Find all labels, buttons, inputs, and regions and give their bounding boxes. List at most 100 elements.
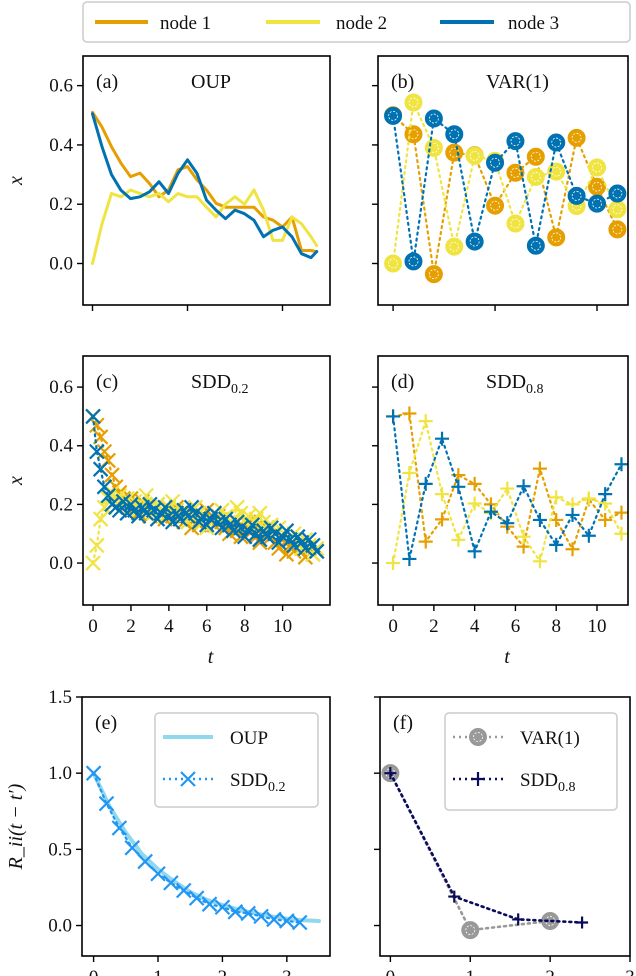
x-tick-label-e-0: 0 xyxy=(89,967,99,976)
data-point-b-0-9-ring xyxy=(571,132,582,143)
data-point-c-2-3 xyxy=(96,479,113,495)
series-line-a-0 xyxy=(91,110,319,254)
y-axis-label-a: x xyxy=(5,176,27,186)
data-point-b-2-0 xyxy=(384,106,403,125)
data-point-d-1-1 xyxy=(402,466,417,481)
data-point-c-2-1 xyxy=(89,443,105,460)
data-point-e-1-5 xyxy=(150,865,166,882)
axes-frame-d xyxy=(377,355,629,606)
data-point-c-1-1 xyxy=(89,537,105,554)
panel-title-a: OUP xyxy=(191,71,231,93)
legend: node 1 node 2 node 3 xyxy=(82,1,631,43)
data-point-c-1-30 xyxy=(199,520,215,536)
panel-c: 0 2 4 6 8 100.00.20.40.6tx(c) SDD0.2 xyxy=(5,355,331,668)
x-tick-label-f-1: 1 xyxy=(466,967,476,976)
data-point-f-1-2 xyxy=(512,913,525,926)
x-axis-label-c: t xyxy=(208,646,214,668)
data-point-d-2-2 xyxy=(418,476,433,491)
data-point-c-1-0 xyxy=(85,555,101,571)
data-point-d-1-8 xyxy=(516,529,531,544)
data-point-b-1-10 xyxy=(588,158,607,177)
data-point-b-0-1-ring xyxy=(408,129,419,140)
x-tick-label-d-4: 8 xyxy=(551,616,561,637)
panel-e: 01230.00.51.01.5t − t′R_ii(t − t′)(e)OUP… xyxy=(5,687,331,976)
data-point-e-1-15 xyxy=(279,913,295,929)
data-point-d-2-12 xyxy=(581,528,596,543)
data-point-e-1-7 xyxy=(175,882,192,899)
data-point-b-0-5-ring xyxy=(490,200,500,211)
data-point-b-2-3-ring xyxy=(449,129,460,140)
x-tick-label-f-0: 0 xyxy=(386,967,396,976)
panel-title-c-main: SDD xyxy=(191,371,231,393)
data-point-e-1-4 xyxy=(137,853,153,870)
data-point-b-1-8-ring xyxy=(551,166,562,177)
legend-marker-e-1 xyxy=(180,771,196,787)
data-point-d-1-0 xyxy=(386,556,401,571)
y-tick-label-e-2: 1.0 xyxy=(48,763,72,784)
data-point-d-2-6 xyxy=(483,504,498,519)
data-point-b-1-3-ring xyxy=(449,241,460,252)
data-point-d-1-5 xyxy=(467,496,482,511)
data-point-d-1-2 xyxy=(418,414,433,429)
x-tick-label-d-5: 10 xyxy=(588,616,607,637)
data-point-b-1-0-ring xyxy=(388,258,398,269)
data-point-d-0-11 xyxy=(565,542,580,557)
data-point-c-2-4 xyxy=(100,487,116,504)
data-point-b-0-7 xyxy=(526,147,545,166)
data-point-b-2-11 xyxy=(608,184,627,203)
data-point-e-1-2 xyxy=(111,820,128,836)
series-line-f-1 xyxy=(389,771,584,924)
data-point-e-1-11 xyxy=(227,904,244,920)
panel-f: 0123t − t′(f)VAR(1)SDD0.8 xyxy=(374,696,635,976)
data-point-c-1-2 xyxy=(92,511,109,527)
data-point-b-0-1 xyxy=(404,125,423,144)
data-point-b-2-2 xyxy=(424,109,443,128)
y-tick-label-c-0: 0.0 xyxy=(49,553,73,574)
data-point-d-2-11 xyxy=(565,507,580,522)
data-point-d-1-3 xyxy=(435,487,450,502)
y-tick-label-e-0: 0.0 xyxy=(48,916,72,937)
panel-label-b: (b) xyxy=(391,71,414,93)
data-point-b-2-10-ring xyxy=(592,198,602,209)
data-point-d-1-7 xyxy=(500,481,515,496)
legend-label-e-0: OUP xyxy=(230,728,268,749)
legend-frame xyxy=(82,1,631,43)
data-point-b-1-0 xyxy=(384,254,403,273)
data-point-f-1-0 xyxy=(384,767,397,780)
legend-label-e-1-sub: 0.2 xyxy=(268,780,286,795)
data-point-c-2-32 xyxy=(206,505,223,521)
data-point-e-1-10 xyxy=(214,899,231,916)
data-point-b-0-3 xyxy=(445,143,464,162)
data-point-d-2-10 xyxy=(549,537,564,552)
axes-frame-f xyxy=(379,696,631,957)
data-point-b-2-1 xyxy=(404,252,423,271)
data-point-d-1-14 xyxy=(614,526,629,541)
data-point-e-1-0 xyxy=(85,765,102,781)
series-line-a-2 xyxy=(91,112,319,260)
y-tick-label-a-3: 0.6 xyxy=(49,76,73,97)
x-axis-label-d: t xyxy=(504,646,510,668)
x-tick-label-c-1: 2 xyxy=(126,616,136,637)
data-point-b-0-7-ring xyxy=(530,151,541,162)
data-point-b-2-11-ring xyxy=(612,188,623,199)
data-point-b-0-2-ring xyxy=(428,269,439,280)
data-point-e-1-1 xyxy=(98,795,115,812)
data-point-b-1-4 xyxy=(465,146,484,165)
panel-a: 0.0 0.2 0.4 0.6 x (a) OUP xyxy=(5,55,331,311)
axes-frame-b xyxy=(377,55,629,306)
data-point-d-0-9 xyxy=(532,461,547,476)
x-tick-label-d-3: 6 xyxy=(511,616,521,637)
data-point-d-2-13 xyxy=(598,487,613,502)
data-point-d-1-9 xyxy=(532,554,547,569)
data-point-b-1-6 xyxy=(506,214,525,233)
data-point-b-2-0-ring xyxy=(388,110,398,121)
data-point-b-1-9-ring xyxy=(571,201,582,211)
legend-label-f-1-main: SDD xyxy=(520,770,558,791)
panel-d: 0 2 4 6 8 10 t (d) SDD0.8 xyxy=(372,355,629,668)
panel-title-b-main: VAR(1) xyxy=(486,71,549,93)
data-point-d-1-4 xyxy=(451,532,466,547)
plot-area-d xyxy=(386,406,629,571)
plot-area-a xyxy=(91,110,319,265)
legend-label-node3: node 3 xyxy=(508,13,559,34)
